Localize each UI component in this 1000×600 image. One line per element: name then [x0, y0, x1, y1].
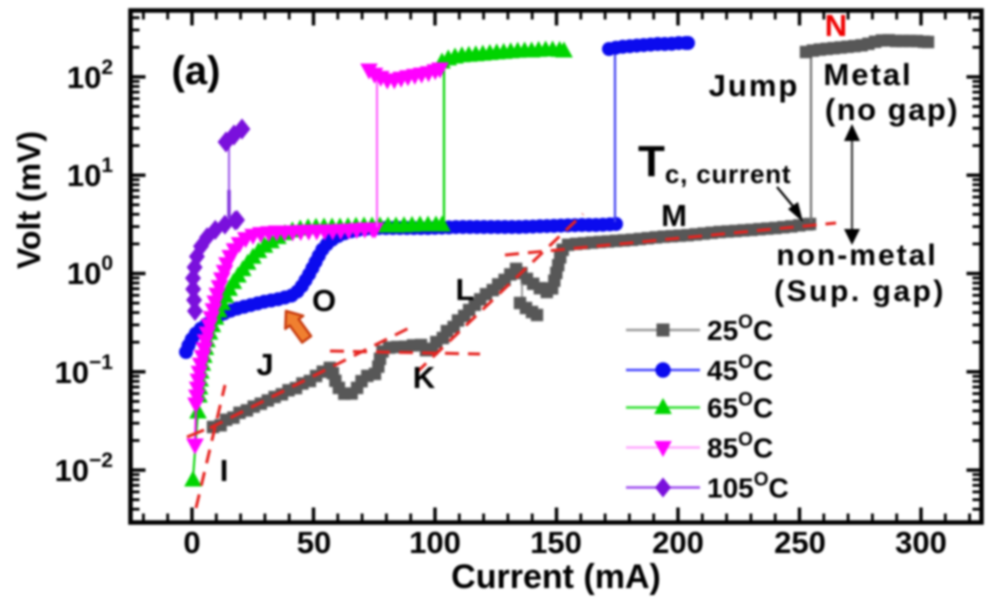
svg-text:250: 250 — [774, 525, 826, 560]
svg-text:Jump: Jump — [709, 68, 800, 103]
svg-text:10−2: 10−2 — [55, 449, 113, 488]
svg-text:L: L — [456, 272, 475, 307]
svg-text:101: 101 — [67, 154, 113, 193]
svg-text:Metal: Metal — [823, 57, 912, 92]
svg-text:N: N — [825, 8, 847, 43]
svg-text:(a): (a) — [172, 49, 221, 93]
svg-text:(Sup. gap): (Sup. gap) — [774, 275, 946, 308]
svg-text:M: M — [661, 198, 687, 233]
svg-text:O: O — [312, 283, 336, 318]
svg-text:J: J — [256, 347, 273, 382]
svg-text:300: 300 — [895, 525, 947, 560]
svg-text:150: 150 — [530, 525, 582, 560]
svg-text:non-metal: non-metal — [776, 239, 937, 272]
svg-text:Volt (mV): Volt (mV) — [11, 131, 47, 269]
svg-text:105OC: 105OC — [707, 470, 789, 504]
svg-text:I: I — [220, 453, 229, 488]
svg-text:K: K — [413, 360, 436, 395]
svg-text:25OC: 25OC — [707, 312, 773, 346]
svg-text:(no gap): (no gap) — [825, 92, 959, 127]
svg-text:100: 100 — [409, 525, 461, 560]
svg-text:Current (mA): Current (mA) — [451, 558, 661, 596]
svg-text:0: 0 — [183, 525, 200, 560]
svg-text:200: 200 — [652, 525, 704, 560]
svg-text:85OC: 85OC — [707, 430, 773, 464]
svg-text:50: 50 — [297, 525, 331, 560]
